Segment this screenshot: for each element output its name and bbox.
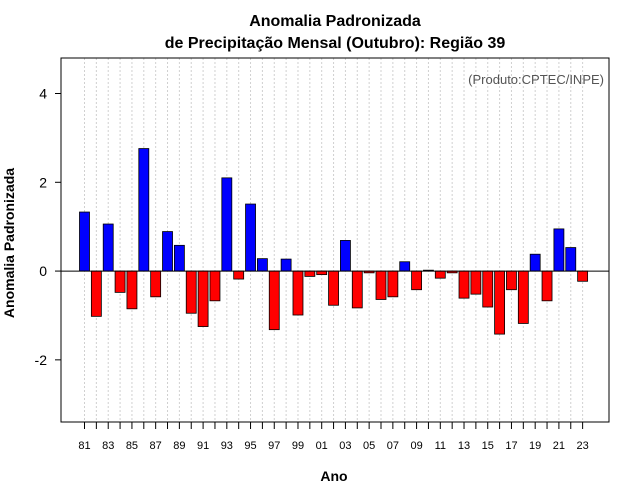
bar-04 <box>351 270 363 309</box>
bar-88 <box>162 231 173 272</box>
y-axis: -2 0 2 4 <box>35 86 61 368</box>
bar-16 <box>494 270 506 335</box>
bar-91 <box>197 270 209 327</box>
x-tick-label-97: 97 <box>268 440 280 452</box>
bar-81 <box>79 211 90 272</box>
x-tick-label-01: 01 <box>316 440 328 452</box>
x-tick-label-11: 11 <box>435 440 446 452</box>
bar-95 <box>245 203 256 272</box>
bar-23 <box>577 270 589 282</box>
bar-93 <box>221 177 233 272</box>
y-tick-label--2: -2 <box>35 352 48 368</box>
bar-07 <box>387 270 399 298</box>
bar-20 <box>541 270 553 302</box>
x-tick-label-07: 07 <box>387 440 399 452</box>
bar-86 <box>138 148 150 272</box>
bar-13 <box>458 270 470 299</box>
bar-83 <box>102 223 114 272</box>
chart-title-line-2: de Precipitação Mensal (Outubro): Região… <box>165 35 506 52</box>
bar-94 <box>233 270 245 280</box>
x-tick-label-91: 91 <box>197 440 209 452</box>
bar-84 <box>114 270 126 293</box>
x-tick-label-99: 99 <box>292 440 304 452</box>
x-tick-label-93: 93 <box>221 440 233 452</box>
x-tick-label-05: 05 <box>363 440 375 452</box>
bar-99 <box>292 270 304 316</box>
credit-label: (Produto:CPTEC/INPE) <box>468 72 604 87</box>
bar-85 <box>126 270 138 310</box>
x-tick-label-19: 19 <box>529 440 541 452</box>
x-tick-label-83: 83 <box>102 440 114 452</box>
x-tick-label-17: 17 <box>505 440 517 452</box>
bar-06 <box>375 270 387 300</box>
bar-92 <box>209 270 221 302</box>
y-tick-label-2: 2 <box>39 174 47 190</box>
y-tick-label-0: 0 <box>39 263 47 279</box>
x-tick-label-03: 03 <box>339 440 351 452</box>
bar-08 <box>399 261 411 272</box>
grid-lines <box>84 58 584 422</box>
bar-09 <box>411 270 422 291</box>
x-tick-label-95: 95 <box>244 440 256 452</box>
bar-98 <box>280 258 292 272</box>
bar-97 <box>268 270 280 331</box>
plot-frame <box>60 57 610 423</box>
x-tick-label-85: 85 <box>126 440 138 452</box>
bar-82 <box>90 270 102 317</box>
bar-11 <box>434 270 446 279</box>
bar-17 <box>506 270 517 291</box>
bar-18 <box>517 270 529 324</box>
x-tick-label-89: 89 <box>173 440 185 452</box>
bar-series <box>79 148 589 335</box>
bar-89 <box>173 244 185 272</box>
x-tick-label-87: 87 <box>150 440 162 452</box>
chart-title-line-1: Anomalia Padronizada <box>249 13 421 30</box>
bar-00 <box>304 270 316 277</box>
bar-22 <box>565 247 577 272</box>
x-tick-label-15: 15 <box>482 440 494 452</box>
bar-03 <box>340 240 351 272</box>
x-tick-label-21: 21 <box>553 440 565 452</box>
bar-01 <box>316 270 328 276</box>
x-tick-label-09: 09 <box>410 440 422 452</box>
bar-90 <box>185 270 197 314</box>
x-axis-label: Ano <box>320 468 347 484</box>
x-tick-label-13: 13 <box>458 440 470 452</box>
bar-96 <box>256 258 268 272</box>
bar-02 <box>328 270 339 306</box>
y-tick-label-4: 4 <box>39 86 47 102</box>
bar-21 <box>553 228 565 272</box>
x-tick-label-23: 23 <box>576 440 588 452</box>
bar-87 <box>150 270 162 298</box>
bar-15 <box>482 270 494 308</box>
bar-19 <box>529 253 541 272</box>
x-axis: 81 83 85 87 89 91 93 95 97 99 01 03 05 07 09 11 13 15 17 19… <box>78 422 589 452</box>
bar-14 <box>470 270 482 295</box>
x-tick-label-81: 81 <box>78 440 90 452</box>
y-axis-label: Anomalia Padronizada <box>1 168 17 318</box>
